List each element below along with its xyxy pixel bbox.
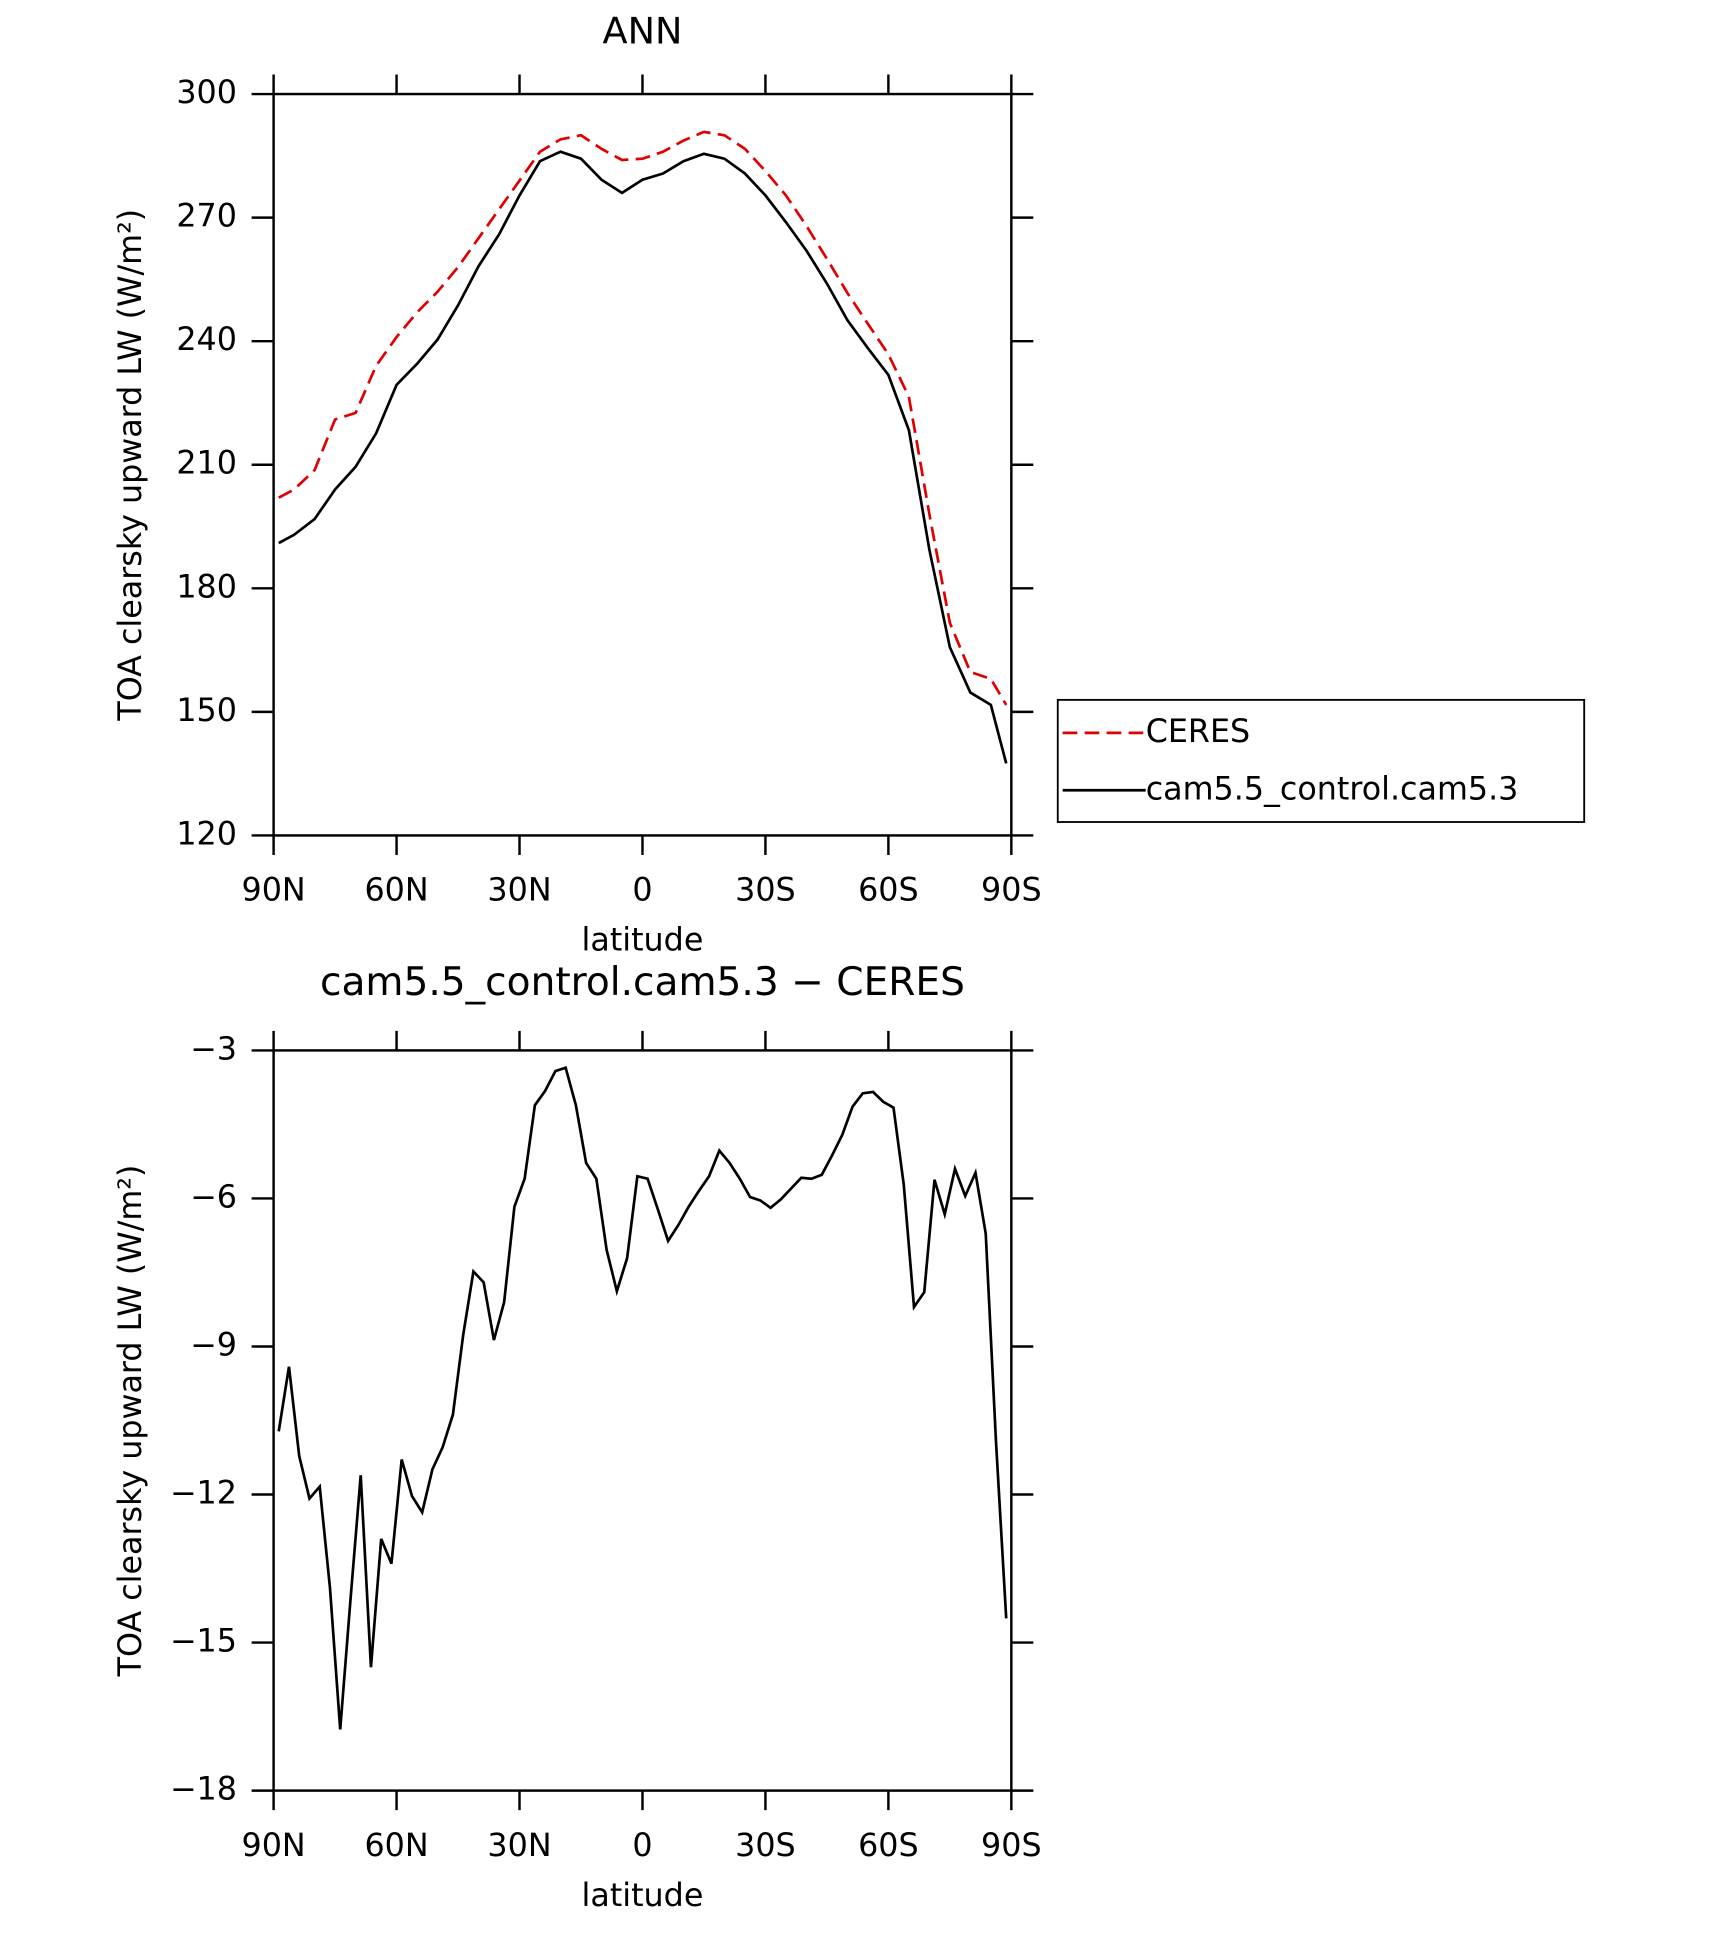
x-tick-label: 0 (632, 1828, 652, 1864)
data-line (278, 130, 1008, 706)
x-tick-label: 60S (858, 1828, 919, 1864)
y-tick-label: −18 (170, 1772, 237, 1808)
x-tick-label: 30S (735, 873, 796, 909)
legend-box (1056, 698, 1586, 823)
data-line (278, 150, 1008, 764)
chart-title: cam5.5_control.cam5.3 − CERES (320, 960, 965, 1005)
data-line (277, 1065, 1008, 1730)
x-tick-label: 90S (981, 1828, 1042, 1864)
chart-title: ANN (603, 9, 683, 52)
x-axis-label: latitude (582, 923, 704, 959)
y-tick-label: 270 (176, 199, 237, 235)
y-tick-label: 120 (176, 816, 237, 852)
y-tick-label: 210 (176, 446, 237, 482)
y-tick-label: 150 (176, 693, 237, 729)
y-tick-label: −9 (190, 1327, 237, 1363)
x-tick-label: 60N (364, 1828, 428, 1864)
y-tick-label: −6 (190, 1179, 237, 1215)
x-tick-label: 90N (242, 1828, 306, 1864)
y-tick-label: −15 (170, 1624, 237, 1660)
y-tick-label: −12 (170, 1476, 237, 1512)
legend-label: CERES (1146, 714, 1251, 750)
y-tick-label: 180 (176, 569, 237, 605)
y-axis-label: TOA clearsky upward LW (W/m²) (113, 1165, 149, 1678)
x-axis-label: latitude (582, 1878, 704, 1914)
x-tick-label: 30N (487, 873, 551, 909)
x-tick-label: 30S (735, 1828, 796, 1864)
x-tick-label: 0 (632, 873, 652, 909)
x-tick-label: 90N (242, 873, 306, 909)
y-tick-label: −3 (190, 1031, 237, 1067)
x-tick-label: 30N (487, 1828, 551, 1864)
y-tick-label: 300 (176, 75, 237, 111)
x-tick-label: 60N (364, 873, 428, 909)
plot-frame (272, 92, 1013, 837)
y-axis-label: TOA clearsky upward LW (W/m²) (113, 209, 149, 722)
y-tick-label: 240 (176, 322, 237, 358)
x-tick-label: 90S (981, 873, 1042, 909)
x-tick-label: 60S (858, 873, 919, 909)
legend-label: cam5.5_control.cam5.3 (1146, 771, 1519, 807)
